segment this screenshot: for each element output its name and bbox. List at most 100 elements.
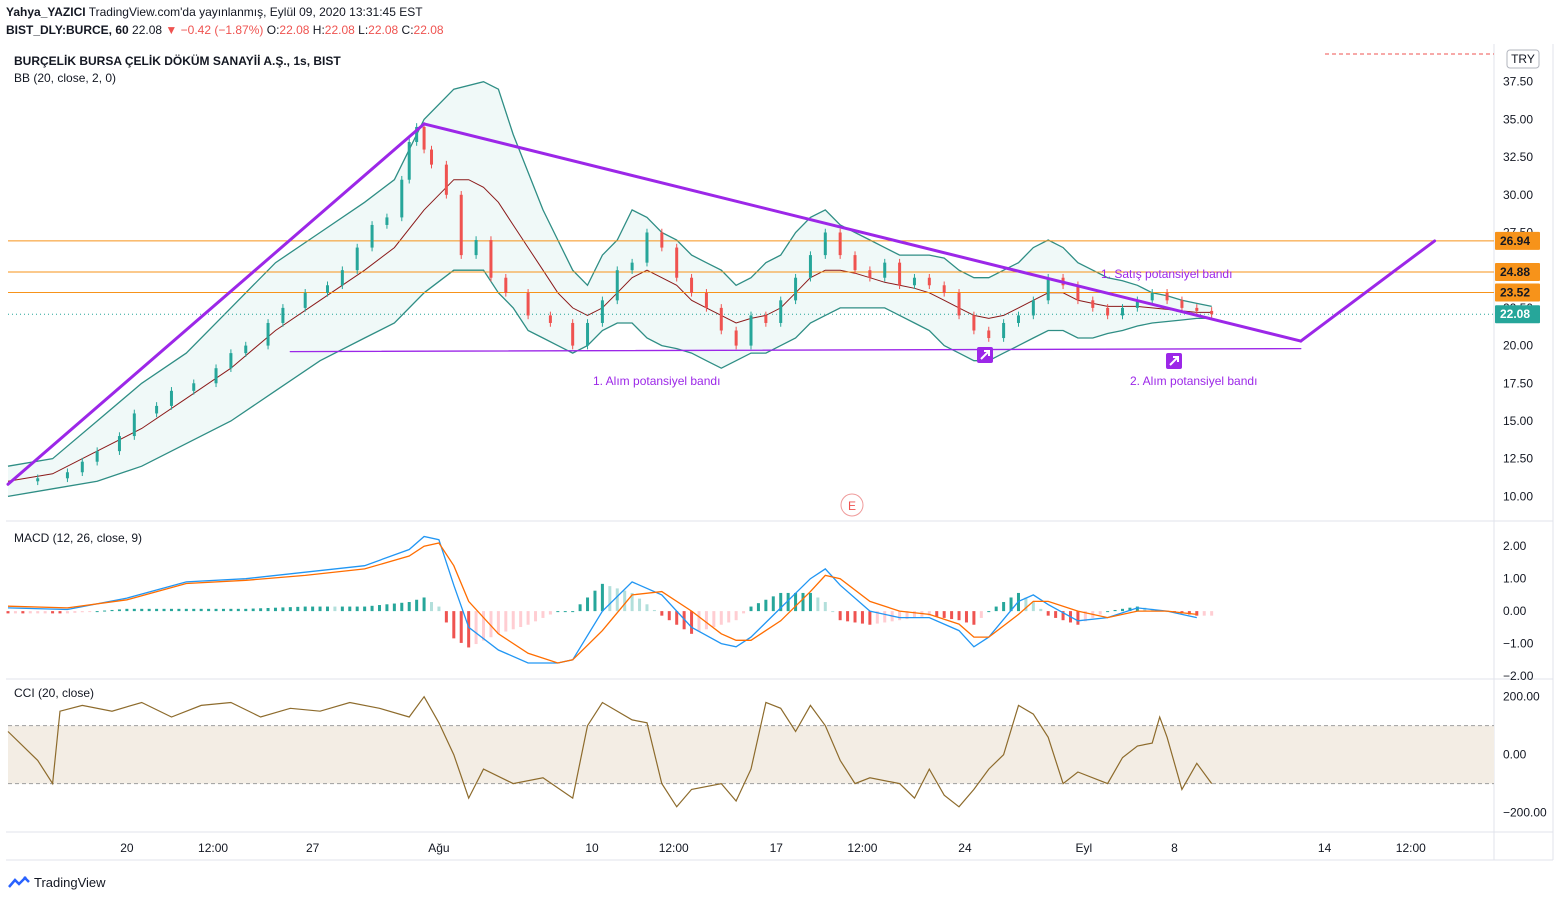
candle-body — [912, 277, 916, 286]
price-tag — [1495, 283, 1540, 302]
macd-histogram-bar — [452, 611, 456, 639]
macd-histogram-bar — [266, 607, 270, 612]
macd-histogram-bar — [117, 609, 121, 612]
macd-histogram-bar — [259, 608, 263, 612]
price-change: −0.42 (−1.87%) — [180, 23, 264, 37]
macd-histogram-bar — [95, 611, 99, 613]
macd-histogram-bar — [303, 606, 307, 612]
macd-histogram-bar — [385, 604, 389, 612]
candle-body — [853, 255, 857, 271]
macd-histogram-bar — [474, 611, 478, 645]
currency-badge[interactable] — [1506, 49, 1540, 69]
macd-histogram-bar — [682, 611, 686, 630]
sell-zone-1-label: 1. Satış potansiyel bandı — [1101, 267, 1232, 281]
macd-histogram-bar — [1076, 611, 1080, 625]
macd-histogram-bar — [838, 611, 842, 621]
candle-body — [883, 262, 887, 278]
candle-body — [734, 330, 738, 346]
macd-histogram-bar — [927, 611, 931, 616]
time-axis: 20 12:00 27 Ağu 10 12:00 17 12:00 24 Eyl 8 14 12:00 — [120, 841, 1426, 855]
candle-body — [407, 142, 411, 180]
cci-tick-label: 200.00 — [1503, 690, 1540, 704]
macd-histogram-bar — [325, 606, 329, 612]
buy-zone-1-label: 1. Alım potansiyel bandı — [593, 374, 720, 388]
time-tick-label: 12:00 — [198, 841, 228, 855]
cci-line — [7, 695, 1213, 808]
candle-body — [526, 292, 530, 316]
macd-histogram-bar — [972, 611, 976, 625]
time-tick-label: 20 — [120, 841, 134, 855]
macd-histogram-bar — [808, 592, 812, 612]
macd-histogram-bar — [58, 611, 62, 614]
price-tag — [1495, 231, 1540, 250]
arrow-marker-2[interactable] — [1166, 353, 1182, 369]
low-label: L: — [358, 23, 369, 37]
candle-body — [1046, 277, 1050, 301]
macd-line — [7, 535, 1197, 664]
ohlc-line: BIST_DLY:BURCE, 60 22.08 ▼ −0.42 (−1.87%… — [6, 23, 444, 37]
candle-body — [868, 270, 872, 278]
macd-histogram-bar — [177, 608, 181, 612]
candle-body — [117, 436, 121, 452]
macd-histogram-bar — [6, 611, 10, 614]
macd-histogram-bar — [251, 608, 255, 612]
time-tick-label: 24 — [958, 841, 972, 855]
cci-indicator-label[interactable]: CCI (20, close) — [14, 686, 94, 700]
arrow-marker-1[interactable] — [977, 347, 993, 363]
macd-histogram-bar — [615, 588, 619, 612]
macd-histogram-bar — [1009, 597, 1013, 612]
macd-pane: 2.00 1.00 0.00 −1.00 −2.00 — [6, 535, 1534, 683]
published-text: TradingView.com'da yayınlanmış, Eylül 09… — [88, 5, 423, 19]
macd-histogram-bar — [184, 608, 188, 612]
candle-body — [957, 292, 961, 316]
macd-tick-label: 0.00 — [1503, 604, 1527, 618]
macd-histogram-bar — [556, 611, 560, 613]
macd-histogram-bar — [630, 592, 634, 612]
macd-histogram-bar — [1039, 608, 1043, 612]
candle-body — [36, 478, 40, 482]
time-tick-label: 14 — [1318, 841, 1332, 855]
price-tag-label: 24.88 — [1500, 265, 1530, 279]
signal-line — [7, 542, 1197, 664]
macd-histogram-bar — [147, 608, 151, 612]
tradingview-logo[interactable]: TradingView — [8, 875, 106, 890]
candle-body — [1002, 322, 1006, 339]
macd-histogram-bar — [794, 592, 798, 612]
trendline-down-trend — [422, 122, 1303, 343]
earnings-marker-label: E — [848, 499, 856, 513]
candle-body — [586, 322, 590, 346]
price-tag-label: 23.52 — [1500, 286, 1530, 300]
macd-histogram-bar — [1061, 611, 1065, 621]
earnings-marker[interactable] — [840, 493, 864, 517]
macd-histogram-bar — [51, 611, 55, 614]
candle-body — [1091, 300, 1095, 308]
candle-body — [987, 330, 991, 339]
down-arrow-icon: ▼ — [165, 23, 178, 37]
macd-histogram-bar — [80, 611, 84, 613]
macd-histogram-bar — [704, 611, 708, 630]
time-tick-label: 27 — [306, 841, 320, 855]
candle-body — [370, 224, 374, 248]
macd-indicator-label[interactable]: MACD (12, 26, close, 9) — [14, 531, 142, 545]
price-tag — [1495, 305, 1540, 324]
candle-body — [719, 307, 723, 331]
macd-histogram-bar — [935, 611, 939, 617]
candle-body — [972, 315, 976, 331]
bb-band-fill — [8, 81, 1212, 497]
candle-body — [169, 390, 173, 406]
macd-histogram-bar — [868, 611, 872, 625]
open-value: 22.08 — [279, 23, 310, 37]
macd-histogram-bar — [964, 611, 968, 623]
open-label: O: — [266, 23, 280, 37]
candle-body — [459, 194, 463, 256]
candle-body — [1165, 292, 1169, 301]
price-tick-label: 10.00 — [1503, 489, 1533, 503]
bb-indicator-label[interactable]: BB (20, close, 2, 0) — [14, 71, 116, 85]
macd-histogram-bar — [1143, 607, 1147, 612]
macd-histogram-bar — [749, 606, 753, 612]
macd-histogram-bar — [586, 597, 590, 612]
macd-tick-label: 1.00 — [1503, 572, 1527, 586]
macd-histogram-bar — [192, 608, 196, 612]
price-tick-label: 32.50 — [1503, 150, 1533, 164]
